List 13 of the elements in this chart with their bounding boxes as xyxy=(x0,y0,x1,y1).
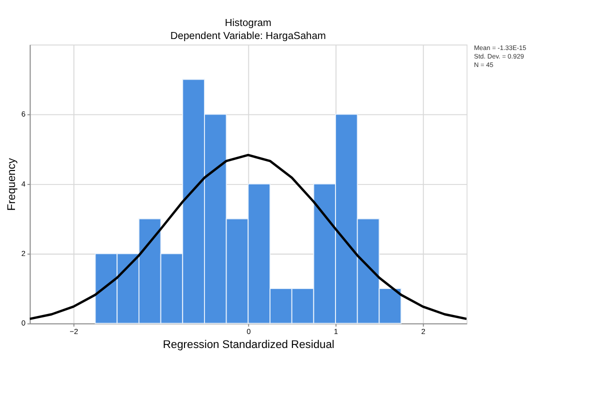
y-axis-title: Frequency xyxy=(6,158,18,211)
y-tick-label: 0 xyxy=(21,318,26,328)
x-tick-label: −2 xyxy=(70,327,78,336)
x-tick-label: 1 xyxy=(334,327,338,336)
y-tick-label: 4 xyxy=(21,179,26,188)
y-tick-label: 6 xyxy=(21,110,26,119)
x-tick-label: 0 xyxy=(246,327,251,336)
x-axis-title: Regression Standardized Residual xyxy=(162,339,334,352)
chart-title: Histogram xyxy=(224,18,272,29)
line-series xyxy=(30,154,467,320)
x-tick-label: 2 xyxy=(421,327,426,336)
chart-subtitle: Dependent Variable: HargaSaham xyxy=(170,30,326,42)
y-tick-label: 2 xyxy=(21,248,26,258)
